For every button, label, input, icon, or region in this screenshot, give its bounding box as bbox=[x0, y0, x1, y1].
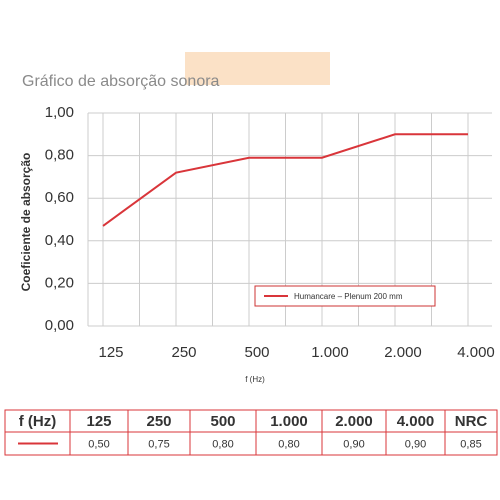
y-tick-label: 0,40 bbox=[45, 232, 74, 249]
highlight bbox=[185, 52, 330, 85]
table-cell-text: 0,90 bbox=[405, 438, 426, 450]
y-tick-label: 0,20 bbox=[45, 274, 74, 291]
table: f (Hz) 125 0,50 250 0,75 500 0,80 1.000 0,80 2.00… bbox=[4, 409, 498, 456]
chart-title: Gráfico de absorção sonora bbox=[22, 73, 220, 90]
table-header: NRC bbox=[455, 413, 488, 430]
table-header: f (Hz) bbox=[19, 413, 57, 430]
legend: Humancare – Plenum 200 mm bbox=[254, 285, 436, 307]
table-header: 2.000 bbox=[335, 413, 373, 430]
x-axis-label: f (Hz) bbox=[245, 375, 265, 384]
y-tick-label: 0,00 bbox=[45, 317, 74, 334]
table-cell-text: 0,50 bbox=[88, 438, 109, 450]
table-cell-text: 0,80 bbox=[278, 438, 299, 450]
table-cell-text: 0,80 bbox=[212, 438, 233, 450]
x-tick-label: 2.000 bbox=[384, 344, 422, 361]
line-series bbox=[102, 133, 468, 227]
y-tick-label: 1,00 bbox=[45, 104, 74, 121]
legend-label: Humancare – Plenum 200 mm bbox=[294, 292, 403, 301]
x-tick-label: 500 bbox=[244, 344, 269, 361]
table-header: 250 bbox=[146, 413, 171, 430]
x-tick-label: 250 bbox=[171, 344, 196, 361]
x-tick-label: 1.000 bbox=[311, 344, 349, 361]
table-header: 4.000 bbox=[397, 413, 435, 430]
table-cell-text: 0,90 bbox=[343, 438, 364, 450]
table-cell bbox=[444, 431, 498, 456]
table-header: 125 bbox=[86, 413, 111, 430]
y-axis-label: Coeficiente de absorção bbox=[19, 153, 33, 292]
legend-box bbox=[254, 285, 436, 307]
x-tick-label: 125 bbox=[98, 344, 123, 361]
table-cell-text: 0,75 bbox=[148, 438, 169, 450]
table-header: 500 bbox=[210, 413, 235, 430]
y-tick-label: 0,80 bbox=[45, 147, 74, 164]
table-cell-text: 0,85 bbox=[460, 438, 481, 450]
x-tick-label: 4.000 bbox=[457, 344, 495, 361]
y-tick-label: 0,60 bbox=[45, 189, 74, 206]
table-header: 1.000 bbox=[270, 413, 308, 430]
